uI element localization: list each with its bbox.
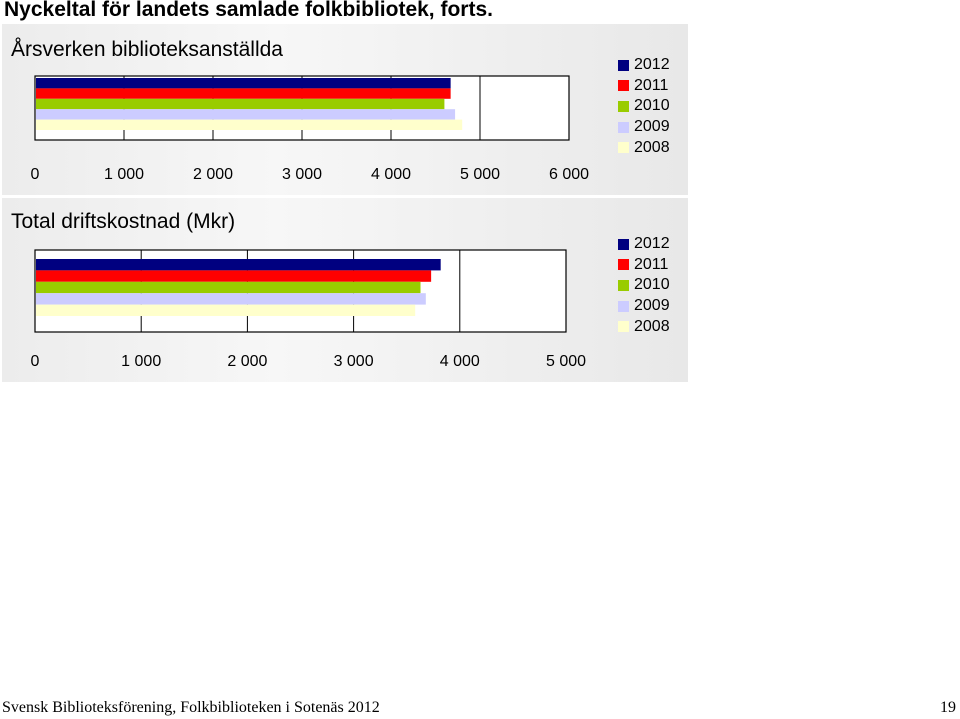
legend-label: 2011	[634, 255, 669, 273]
page-footer: Svensk Biblioteksförening, Folkbibliotek…	[2, 699, 956, 719]
legend-label: 2012	[634, 56, 670, 74]
legend-item-2011: 2011	[618, 76, 670, 97]
chart-title: Årsverken biblioteksanställda	[11, 38, 283, 61]
chart-plot-arsverken: 0 1 000 2 000 3 000 4 000 5 000 6 000	[31, 75, 589, 183]
x-tick-label: 1 000	[104, 166, 144, 183]
x-tick-label: 5 000	[460, 166, 500, 183]
legend-swatch	[618, 279, 629, 291]
legend-item-2012: 2012	[618, 234, 670, 255]
bar-2011	[36, 88, 451, 99]
legend-swatch	[618, 142, 629, 154]
bar-2008	[36, 304, 416, 316]
bar-2008	[36, 119, 463, 130]
chart-panel-arsverken: Årsverken biblioteksanställda 0 1 000 2 00…	[2, 24, 688, 195]
bar-2012	[36, 78, 451, 89]
legend-label: 2008	[634, 317, 670, 335]
legend-swatch	[618, 59, 629, 71]
x-tick-label: 2 000	[227, 353, 267, 370]
chart-plot-driftskostnad: 0 1 000 2 000 3 000 4 000 5 000	[31, 249, 586, 370]
bar-2011	[36, 270, 432, 282]
page-number: 19	[940, 699, 956, 716]
legend-label: 2011	[634, 76, 669, 94]
x-tick-label: 3 000	[282, 166, 322, 183]
bar-2010	[36, 98, 445, 110]
legend-label: 2012	[634, 235, 670, 253]
legend-swatch	[618, 121, 629, 133]
legend-label: 2009	[634, 297, 670, 315]
legend-label: 2010	[634, 97, 670, 115]
legend-item-2011: 2011	[618, 255, 670, 276]
legend-swatch	[618, 259, 629, 271]
x-tick-label: 3 000	[334, 353, 374, 370]
chart-title: Total driftskostnad (Mkr)	[11, 210, 236, 233]
legend-swatch	[618, 300, 629, 312]
x-tick-label: 0	[31, 166, 40, 183]
legend-label: 2008	[634, 138, 670, 156]
legend-item-2009: 2009	[618, 296, 670, 317]
x-tick-label: 1 000	[121, 353, 161, 370]
legend-swatch	[618, 80, 629, 92]
legend-item-2010: 2010	[618, 96, 670, 117]
legend-item-2012: 2012	[618, 55, 670, 76]
legend-item-2008: 2008	[618, 316, 670, 337]
legend-label: 2010	[634, 276, 670, 294]
x-tick-label: 6 000	[549, 166, 589, 183]
legend-item-2009: 2009	[618, 117, 670, 138]
bar-2009	[36, 293, 426, 305]
chart-legend: 2012 2011 2010 2009 2008	[618, 55, 670, 158]
chart-panel-driftskostnad: Total driftskostnad (Mkr) 0 1 000 2 000 3 0…	[2, 198, 688, 382]
x-tick-label: 0	[31, 353, 40, 370]
legend-swatch	[618, 321, 629, 333]
x-tick-label: 2 000	[193, 166, 233, 183]
bar-2009	[36, 109, 456, 120]
legend-item-2008: 2008	[618, 137, 670, 158]
legend-swatch	[618, 100, 629, 112]
footer-source: Svensk Biblioteksförening, Folkbibliotek…	[2, 699, 380, 716]
x-tick-label: 5 000	[546, 353, 586, 370]
x-tick-label: 4 000	[440, 353, 480, 370]
legend-item-2010: 2010	[618, 275, 670, 296]
chart-legend: 2012 2011 2010 2009 2008	[618, 234, 670, 337]
legend-label: 2009	[634, 118, 670, 136]
bar-2010	[36, 281, 421, 294]
legend-swatch	[618, 238, 629, 250]
page-title: Nyckeltal för landets samlade folkbiblio…	[4, 0, 493, 21]
x-tick-label: 4 000	[371, 166, 411, 183]
bar-2012	[36, 259, 441, 271]
